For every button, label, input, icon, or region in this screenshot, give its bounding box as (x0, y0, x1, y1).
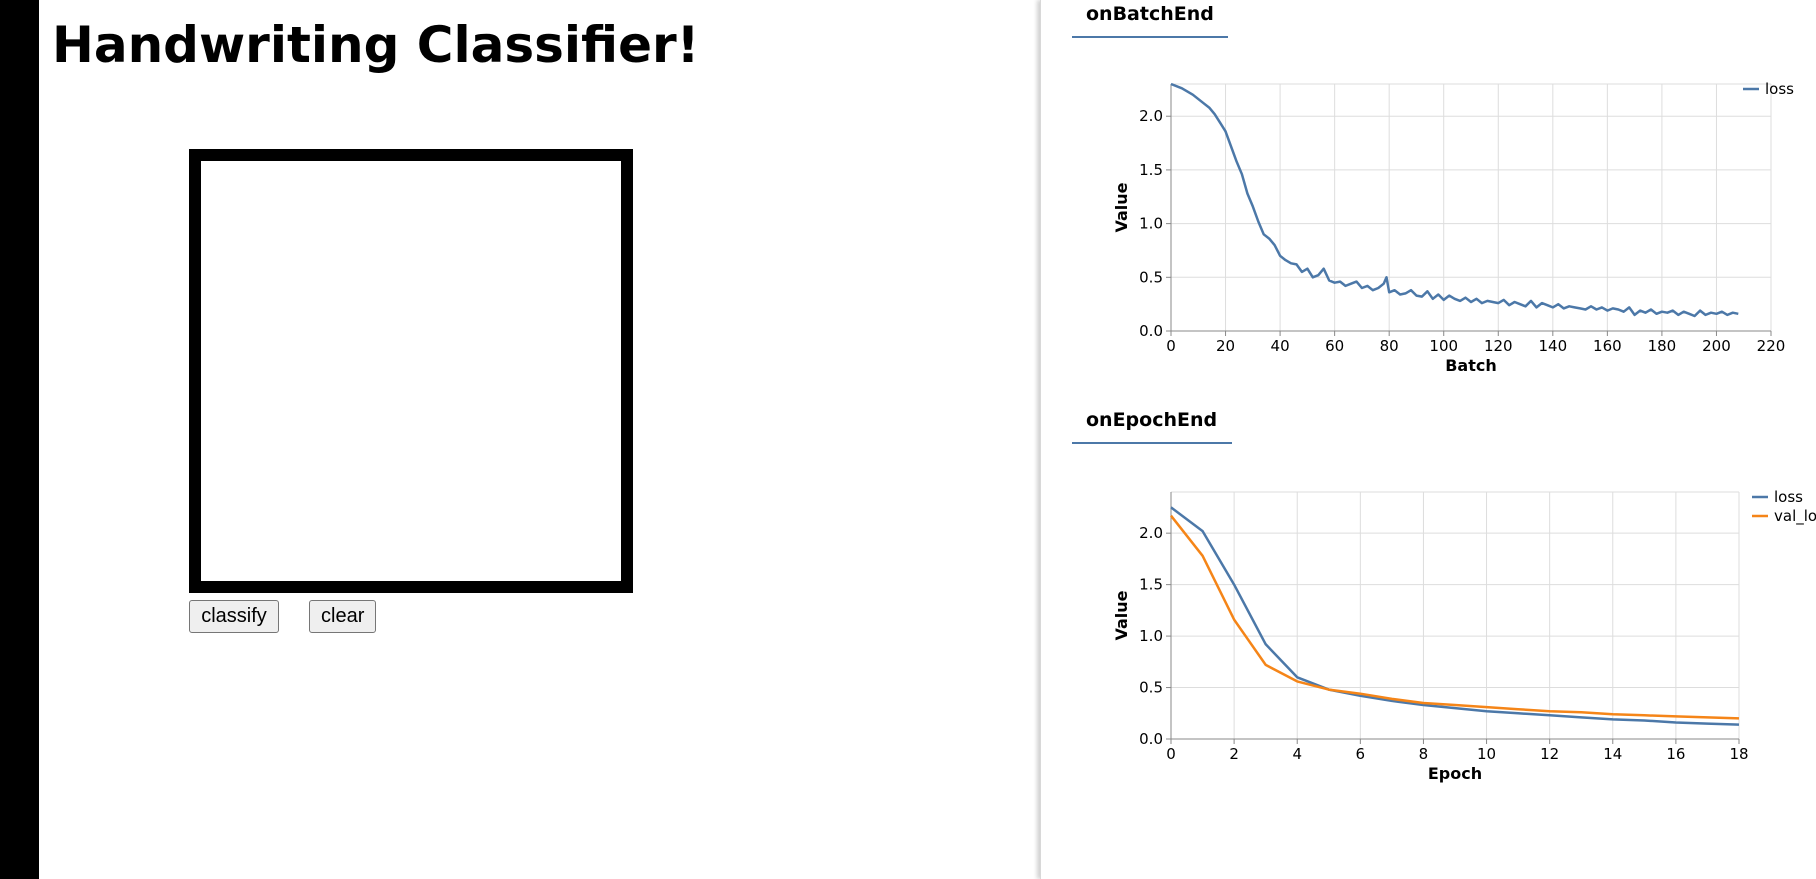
batch-x-tick-label: 200 (1702, 337, 1731, 355)
batch-x-tick-label: 140 (1538, 337, 1567, 355)
batch-y-tick-label: 1.5 (1139, 161, 1163, 179)
batch-x-tick-label: 40 (1271, 337, 1290, 355)
batch-x-tick-label: 60 (1325, 337, 1344, 355)
epoch-loss-chart: 0 2 4 6 8 10 12 14 16 18 0.0 0.5 1.0 1.5 2.0 Epoch Value… (1112, 488, 1816, 783)
batch-y-tick-label: 0.0 (1139, 322, 1163, 340)
batch-x-tick-label: 180 (1648, 337, 1677, 355)
batch-y-tick-label: 1.0 (1139, 215, 1163, 233)
epoch-x-tick-label: 4 (1292, 745, 1302, 763)
batch-x-tick-label: 20 (1216, 337, 1235, 355)
epoch-y-tick-label: 2.0 (1139, 524, 1163, 542)
batch-x-tick-label: 80 (1380, 337, 1399, 355)
batch-x-tick-label: 220 (1757, 337, 1786, 355)
epoch-y-tick-label: 0.5 (1139, 679, 1163, 697)
epoch-x-tick-label: 2 (1229, 745, 1239, 763)
batch-y-tick-label: 2.0 (1139, 107, 1163, 125)
epoch-y-tick-label: 1.0 (1139, 627, 1163, 645)
epoch-y-tick-label: 1.5 (1139, 576, 1163, 594)
tab-onbatchend-underline (1072, 36, 1228, 38)
batch-x-tick-label: 120 (1484, 337, 1513, 355)
epoch-legend-loss-label: loss (1774, 488, 1803, 506)
left-black-bar (0, 0, 39, 879)
batch-loss-chart: 0 20 40 60 80 100 120 140 160 180 200 220 0.0 0.5 1.0 1… (1112, 80, 1794, 375)
batch-legend-loss-label: loss (1765, 80, 1794, 98)
batch-x-tick-label: 100 (1429, 337, 1458, 355)
epoch-x-tick-label: 8 (1419, 745, 1429, 763)
batch-y-tick-label: 0.5 (1139, 268, 1163, 286)
classify-button[interactable]: classify (189, 600, 279, 633)
epoch-x-tick-label: 6 (1356, 745, 1366, 763)
tab-onbatchend[interactable]: onBatchEnd (1086, 3, 1214, 25)
batch-x-tick-label: 0 (1166, 337, 1176, 355)
clear-button[interactable]: clear (309, 600, 376, 633)
epoch-y-axis-title: Value (1112, 590, 1131, 640)
epoch-x-tick-label: 12 (1540, 745, 1559, 763)
drawing-canvas[interactable] (189, 149, 633, 593)
batch-x-tick-label: 160 (1593, 337, 1622, 355)
epoch-x-axis-title: Epoch (1428, 764, 1482, 783)
epoch-x-tick-label: 0 (1166, 745, 1176, 763)
epoch-x-tick-label: 10 (1477, 745, 1496, 763)
epoch-legend-val_loss-label: val_loss (1774, 507, 1816, 526)
batch-series-loss-line (1170, 82, 1739, 318)
epoch-y-tick-label: 0.0 (1139, 730, 1163, 748)
batch-x-axis-title: Batch (1445, 356, 1497, 375)
batch-y-axis-title: Value (1112, 182, 1131, 232)
tab-onepochend-underline (1072, 442, 1232, 444)
visor-panel: onBatchEnd 0 20 40 60 80 100 120 140 160 180 200 22… (1040, 0, 1816, 879)
page-title: Handwriting Classifier! (52, 16, 700, 74)
epoch-x-tick-label: 18 (1729, 745, 1748, 763)
epoch-series-val_loss-line (1170, 514, 1740, 720)
epoch-x-tick-label: 14 (1603, 745, 1622, 763)
tab-onepochend[interactable]: onEpochEnd (1086, 409, 1218, 431)
epoch-series-loss-line (1170, 506, 1740, 726)
epoch-x-tick-label: 16 (1666, 745, 1685, 763)
